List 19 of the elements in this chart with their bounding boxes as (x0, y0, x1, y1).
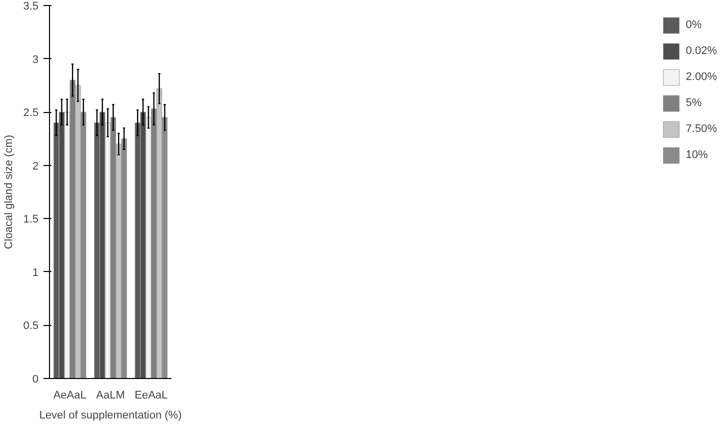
legend-label: 5% (686, 97, 703, 109)
y-axis-title: Cloacal gland size (cm) (3, 134, 16, 250)
y-tick-label: 3 (32, 54, 39, 66)
y-tick-label: 2 (32, 160, 39, 172)
x-tick-label: AeAaL (53, 390, 86, 402)
legend-label: 10% (686, 149, 708, 161)
x-tick-label: EeAaL (134, 390, 168, 402)
legend-label: 0.02% (686, 45, 717, 57)
legend-label: 2.00% (686, 71, 717, 83)
x-tick-label: AaLM (96, 390, 125, 402)
y-tick-label: 1.5 (23, 214, 39, 226)
y-tick-label: 2.5 (23, 107, 39, 120)
y-tick-label: 1 (32, 266, 39, 279)
y-tick-label: 0 (32, 374, 39, 386)
y-tick-label: 0.5 (23, 320, 39, 332)
legend-label: 0% (686, 19, 703, 31)
y-tick-label: 3.5 (23, 0, 39, 12)
x-axis-title: Level of supplementation (%) (39, 410, 182, 422)
legend-label: 7.50% (686, 123, 717, 135)
